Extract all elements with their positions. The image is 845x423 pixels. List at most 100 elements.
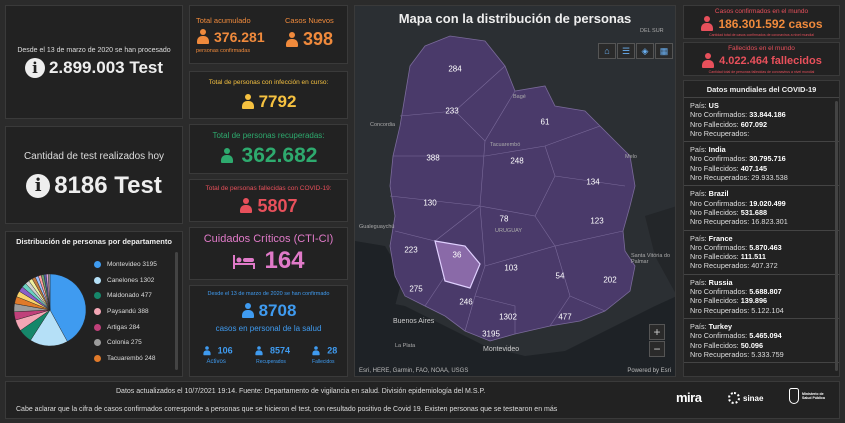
department-name: Maldonado (107, 292, 140, 300)
country-recuperados: 29.933.538 (751, 173, 788, 183)
recuperados-label: Nro Recuperados: (690, 128, 750, 138)
country-confirmados: 5.688.807 (749, 287, 782, 297)
recuperados-label: Nro Recuperados: (690, 173, 750, 183)
departments-pie-chart (13, 273, 87, 347)
department-count-label: 284 (448, 64, 462, 74)
country-name: Russia (708, 277, 733, 287)
department-count-label: 103 (504, 263, 518, 273)
department-count-label: 130 (423, 198, 437, 208)
map-place-label: URUGUAY (495, 228, 523, 234)
department-count-label: 275 (409, 284, 423, 294)
country-list-scrollbar[interactable] (835, 101, 838, 371)
tests-total-value: 2.899.003 Test (48, 57, 164, 77)
list-button[interactable]: ☰ (617, 43, 635, 59)
world-deaths-panel: Fallecidos en el mundo 4.022.464 falleci… (683, 42, 840, 76)
department-legend-item[interactable]: Montevideo 3195 (94, 257, 176, 273)
departments-legend: Montevideo 3195 Canelones 1302 Maldonado 4… (94, 257, 176, 366)
legend-color-dot (94, 354, 101, 362)
department-value: 388 (137, 308, 149, 316)
department-count-label: 477 (558, 312, 572, 322)
map-powered-by[interactable]: Powered by Esri (627, 368, 671, 374)
department-legend-item[interactable]: Canelones 1302 (94, 273, 176, 289)
country-item[interactable]: País: Turkey Nro Confirmados: 5.465.094 Nr… (684, 319, 839, 364)
legend-color-dot (94, 292, 101, 300)
country-fallecidos: 407.145 (740, 163, 768, 173)
country-confirmados: 5.465.094 (749, 331, 782, 341)
departments-scrollbar[interactable] (175, 252, 178, 370)
department-legend-item[interactable]: Paysandú 388 (94, 304, 176, 320)
highlighted-department[interactable] (434, 240, 481, 289)
confirmados-label: Nro Confirmados: (690, 331, 748, 341)
departments-panel: Distribución de personas por departament… (5, 231, 183, 377)
department-legend-item[interactable]: Colonia 275 (94, 335, 176, 351)
legend-color-dot (94, 308, 101, 316)
recuperados-value: 362.682 (241, 143, 318, 167)
total-acumulado-sub: personas confirmadas (196, 48, 251, 54)
country-item[interactable]: País: US Nro Confirmados: 33.844.186 Nro F… (684, 98, 839, 143)
country-list[interactable]: País: US Nro Confirmados: 33.844.186 Nro F… (684, 98, 839, 364)
country-item[interactable]: País: Russia Nro Confirmados: 5.688.807 Nr… (684, 275, 839, 319)
country-item[interactable]: País: France Nro Confirmados: 5.870.463 Nr… (684, 231, 839, 275)
recuperados-label: Nro Recuperados: (690, 217, 750, 227)
country-item[interactable]: País: Brazil Nro Confirmados: 19.020.499 N… (684, 186, 839, 231)
department-name: Montevideo (107, 261, 141, 269)
department-count-label: 233 (445, 106, 459, 116)
person-icon (285, 31, 299, 48)
country-name: US (708, 101, 719, 110)
map-place-label: Melo (625, 154, 637, 160)
country-fallecidos: 111.511 (740, 252, 766, 262)
world-deaths-value: 4.022.464 fallecidos (719, 54, 822, 67)
country-name: India (708, 145, 726, 155)
map-attribution: Esri, HERE, Garmin, FAO, NOAA, USGS (359, 368, 469, 374)
map-title: Mapa con la distribución de personas (398, 11, 632, 26)
home-button[interactable]: ⌂ (598, 43, 616, 59)
info-icon: i (24, 57, 45, 78)
recuperados-label: Nro Recuperados: (690, 349, 750, 359)
department-count-label: 223 (404, 245, 418, 255)
zoom-in-button[interactable]: + (649, 324, 665, 340)
country-name: Turkey (708, 321, 733, 331)
department-count-label: 78 (499, 214, 509, 224)
department-legend-item[interactable]: Maldonado 477 (94, 288, 176, 304)
department-name: Artigas (107, 323, 128, 331)
person-icon (220, 147, 238, 164)
person-icon (239, 198, 253, 214)
uruguay-map[interactable] (355, 6, 676, 377)
country-confirmados: 5.870.463 (749, 242, 782, 252)
country-recuperados: 407.372 (751, 261, 778, 271)
pie-slice[interactable] (49, 273, 87, 342)
country-fallecidos: 139.896 (740, 296, 768, 306)
department-count-label: 134 (586, 177, 600, 187)
person-icon (255, 346, 263, 356)
department-legend-item[interactable]: Tacuarembó 248 (94, 351, 176, 367)
person-icon (202, 346, 211, 356)
map-place-label: Montevideo (483, 346, 520, 353)
department-legend-item[interactable]: Artigas 284 (94, 319, 176, 335)
departments-title: Distribución de personas por departament… (16, 237, 172, 246)
pais-label: País: (690, 145, 707, 155)
tests-today-value: 8186 Test (54, 171, 162, 199)
totals-panel: Total acumulado 376.281 personas confirm… (189, 5, 348, 64)
department-value: 477 (140, 292, 152, 300)
cti-panel: Cuidados Críticos (CTI-CI) 164 (189, 227, 348, 280)
zoom-out-button[interactable]: − (649, 341, 665, 357)
department-count-label: 248 (510, 156, 524, 166)
recuperados-panel: Total de personas recuperadas: 362.682 (189, 124, 348, 174)
department-value: 1302 (139, 276, 155, 284)
map-panel[interactable]: Mapa con la distribución de personas ⌂ ☰… (354, 5, 676, 377)
salud-recuperados-label: Recuperados (256, 359, 286, 365)
fallecidos-label: Nro Fallecidos: (690, 163, 739, 173)
basemap-button[interactable]: ▦ (655, 43, 673, 59)
department-count-label: 388 (426, 153, 440, 163)
department-name: Colonia (107, 339, 130, 347)
country-item[interactable]: País: India Nro Confirmados: 30.795.716 Nr… (684, 142, 839, 187)
department-count-label: 54 (555, 271, 565, 281)
msp-text: Ministerio de Salud Pública (802, 391, 825, 401)
pie-slice[interactable] (48, 273, 51, 311)
fallecidos-panel: Total de personas fallecidas con COVID-1… (189, 179, 348, 222)
confirmados-label: Nro Confirmados: (690, 198, 748, 208)
world-confirmed-value: 186.301.592 casos (718, 16, 823, 31)
recuperados-label: Total de personas recuperadas: (212, 130, 325, 140)
layers-button[interactable]: ◈ (636, 43, 654, 59)
department-name: Paysandú (107, 308, 136, 316)
